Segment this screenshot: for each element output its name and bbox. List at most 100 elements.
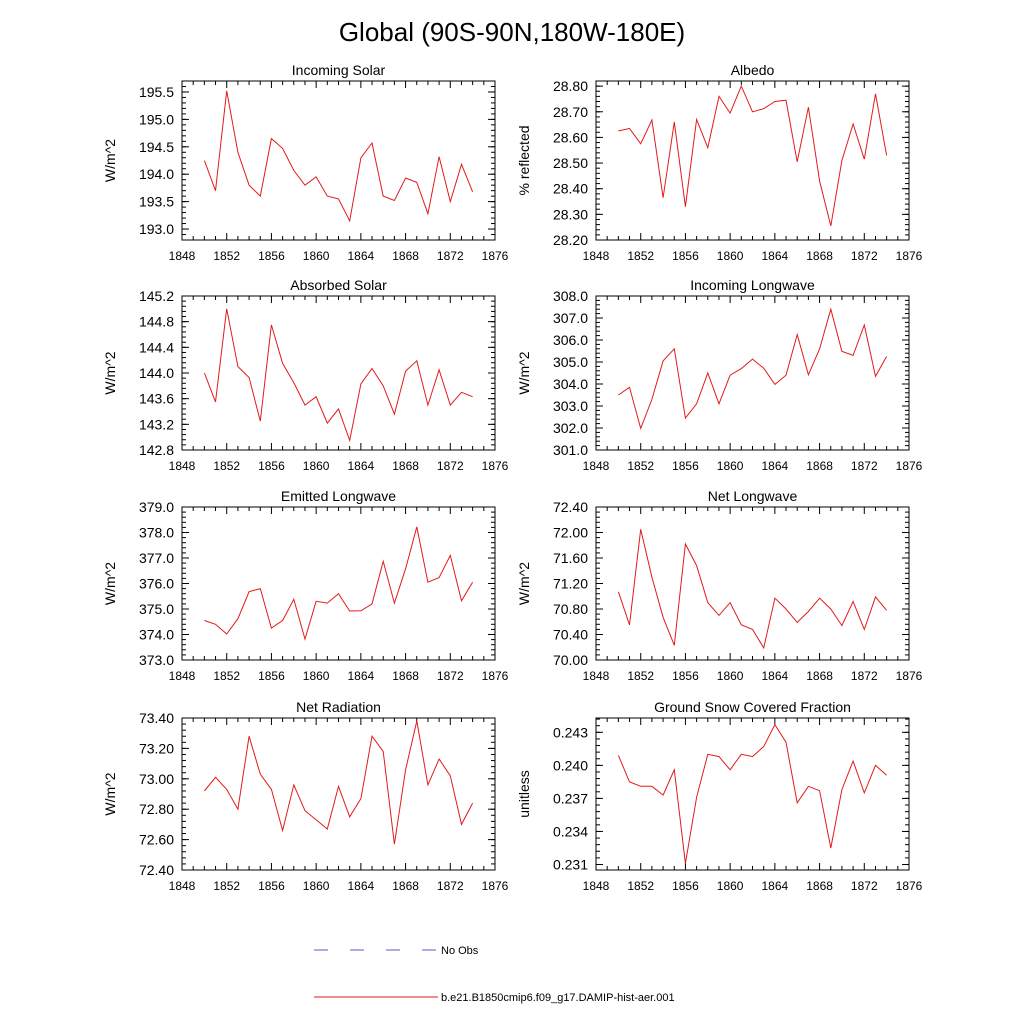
x-tick-label: 1856 xyxy=(672,249,699,263)
y-tick-label: 375.0 xyxy=(139,601,174,617)
y-tick-label: 193.5 xyxy=(139,194,174,210)
panels-group: Incoming Solar W/m^2 1848 1852 1856 1860 1864 1… xyxy=(102,62,923,893)
y-tick-label: 72.60 xyxy=(139,832,174,848)
panel-3: Absorbed Solar W/m^2 1848 1852 1856 1860 1864 1… xyxy=(102,277,509,473)
y-tick-label: 304.0 xyxy=(553,376,588,392)
y-tick-label: 73.20 xyxy=(139,740,174,756)
y-tick-label: 71.20 xyxy=(553,576,588,592)
y-tick-label: 378.0 xyxy=(139,525,174,541)
y-tick-label: 143.2 xyxy=(139,416,174,432)
panel-5: Emitted Longwave W/m^2 1848 1852 1856 1860 186… xyxy=(102,488,509,683)
plot-frame xyxy=(595,506,910,661)
y-tick-label: 28.50 xyxy=(553,155,588,171)
x-tick-label: 1848 xyxy=(169,669,196,683)
y-axis-label: W/m^2 xyxy=(516,351,532,394)
y-tick-label: 303.0 xyxy=(553,398,588,414)
x-tick-label: 1848 xyxy=(169,459,196,473)
x-tick-label: 1868 xyxy=(392,249,419,263)
x-tick-label: 1868 xyxy=(806,669,833,683)
x-tick-label: 1852 xyxy=(627,249,654,263)
y-tick-label: 70.00 xyxy=(553,652,588,668)
panel-7: Net Radiation W/m^2 1848 1852 1856 1860 1864 18… xyxy=(102,699,509,893)
panel-title: Emitted Longwave xyxy=(281,488,396,504)
panel-6: Net Longwave W/m^2 1848 1852 1856 1860 1864 186… xyxy=(516,488,923,683)
x-tick-label: 1876 xyxy=(896,459,923,473)
x-tick-label: 1872 xyxy=(437,669,464,683)
y-tick-label: 0.234 xyxy=(553,823,588,839)
y-tick-label: 144.0 xyxy=(139,365,174,381)
x-tick-label: 1868 xyxy=(806,879,833,893)
x-tick-label: 1864 xyxy=(348,249,375,263)
panel-title: Net Longwave xyxy=(708,488,798,504)
panel-1: Incoming Solar W/m^2 1848 1852 1856 1860 1864 1… xyxy=(102,62,509,263)
x-tick-label: 1856 xyxy=(258,669,285,683)
panel-title: Incoming Longwave xyxy=(690,277,815,293)
x-tick-label: 1864 xyxy=(348,879,375,893)
y-axis-label: W/m^2 xyxy=(102,351,118,394)
y-tick-label: 28.80 xyxy=(553,78,588,94)
panel-2: Albedo % reflected 1848 1852 1856 1860 1864 186… xyxy=(516,62,923,263)
panel-title: Net Radiation xyxy=(296,699,381,715)
x-tick-label: 1868 xyxy=(392,669,419,683)
series-line xyxy=(203,308,473,443)
x-tick-label: 1872 xyxy=(851,879,878,893)
x-tick-label: 1876 xyxy=(482,249,509,263)
panel-8: Ground Snow Covered Fraction unitless 1848… xyxy=(516,699,923,893)
x-tick-label: 1856 xyxy=(258,249,285,263)
y-axis-label: W/m^2 xyxy=(102,772,118,815)
x-tick-label: 1876 xyxy=(482,879,509,893)
y-axis-label: W/m^2 xyxy=(516,562,532,605)
x-tick-label: 1860 xyxy=(303,669,330,683)
y-tick-label: 194.5 xyxy=(139,139,174,155)
y-axis-label: W/m^2 xyxy=(102,139,118,182)
y-tick-label: 145.2 xyxy=(139,288,174,304)
y-tick-label: 373.0 xyxy=(139,652,174,668)
series-line xyxy=(204,720,474,845)
x-tick-label: 1872 xyxy=(437,249,464,263)
x-tick-label: 1848 xyxy=(583,879,610,893)
series-line xyxy=(203,90,474,223)
x-tick-label: 1872 xyxy=(437,459,464,473)
figure-title: Global (90S-90N,180W-180E) xyxy=(339,17,685,47)
y-tick-label: 70.40 xyxy=(553,627,588,643)
x-tick-label: 1876 xyxy=(896,249,923,263)
y-tick-label: 376.0 xyxy=(139,576,174,592)
y-tick-label: 301.0 xyxy=(553,442,588,458)
y-tick-label: 72.80 xyxy=(139,801,174,817)
x-tick-label: 1864 xyxy=(762,459,789,473)
x-tick-label: 1864 xyxy=(762,669,789,683)
x-tick-label: 1864 xyxy=(762,249,789,263)
x-tick-label: 1848 xyxy=(169,249,196,263)
y-axis-label: W/m^2 xyxy=(102,562,118,605)
y-tick-label: 73.00 xyxy=(139,771,174,787)
plot-frame xyxy=(595,80,910,241)
x-tick-label: 1860 xyxy=(303,879,330,893)
x-tick-label: 1868 xyxy=(806,249,833,263)
series-line xyxy=(617,529,887,650)
legend: No Obs b.e21.B1850cmip6.f09_g17.DAMIP-hi… xyxy=(314,945,675,1004)
y-tick-label: 72.40 xyxy=(553,499,588,515)
x-tick-label: 1852 xyxy=(213,459,240,473)
x-tick-label: 1848 xyxy=(583,249,610,263)
panel-title: Ground Snow Covered Fraction xyxy=(654,699,851,715)
x-tick-label: 1864 xyxy=(348,669,375,683)
y-tick-label: 0.240 xyxy=(553,757,588,773)
legend-label-model: b.e21.B1850cmip6.f09_g17.DAMIP-hist-aer.… xyxy=(441,992,675,1004)
legend-label-no-obs: No Obs xyxy=(441,945,479,957)
x-tick-label: 1848 xyxy=(583,459,610,473)
y-tick-label: 0.237 xyxy=(553,790,588,806)
plot-frame xyxy=(595,295,910,451)
y-tick-label: 71.60 xyxy=(553,550,588,566)
x-tick-label: 1876 xyxy=(482,459,509,473)
x-tick-label: 1852 xyxy=(213,879,240,893)
y-tick-label: 307.0 xyxy=(553,310,588,326)
y-tick-label: 0.231 xyxy=(553,856,588,872)
y-axis-label: unitless xyxy=(516,770,532,817)
y-tick-label: 28.30 xyxy=(553,206,588,222)
x-tick-label: 1876 xyxy=(896,879,923,893)
x-tick-label: 1876 xyxy=(482,669,509,683)
y-tick-label: 144.8 xyxy=(139,314,174,330)
x-tick-label: 1868 xyxy=(806,459,833,473)
x-tick-label: 1876 xyxy=(896,669,923,683)
